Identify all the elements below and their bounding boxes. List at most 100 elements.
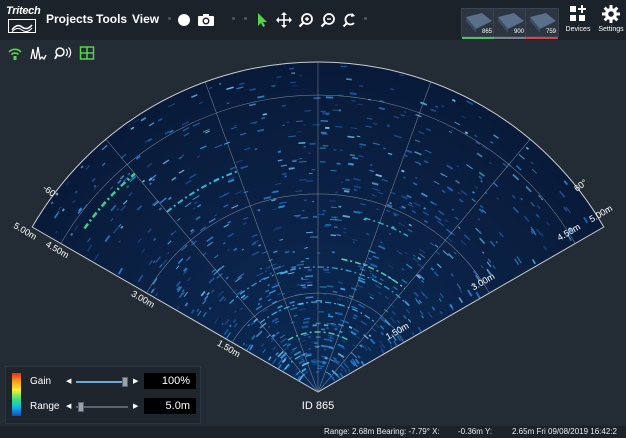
sonar-return-speckle bbox=[271, 199, 276, 202]
colour-palette-bar[interactable] bbox=[12, 373, 21, 416]
sonar-return-speckle bbox=[415, 299, 421, 305]
menu-tools[interactable]: Tools bbox=[96, 12, 128, 26]
sonar-return-speckle bbox=[422, 211, 430, 216]
grid-button[interactable] bbox=[78, 44, 96, 62]
record-button[interactable] bbox=[174, 10, 194, 30]
sonar-return-speckle bbox=[269, 263, 277, 267]
sonar-return-speckle bbox=[284, 346, 289, 350]
sonar-return-speckle bbox=[65, 180, 70, 185]
sonar-return-speckle bbox=[291, 347, 298, 351]
gain-slider-track[interactable] bbox=[76, 381, 128, 383]
sonar-return-speckle bbox=[377, 244, 386, 250]
sonar-return-speckle bbox=[401, 267, 405, 271]
sonar-return-speckle bbox=[257, 95, 265, 99]
zoom-in-button[interactable] bbox=[296, 10, 316, 30]
sonar-return-speckle bbox=[229, 166, 237, 171]
sonar-return-speckle bbox=[147, 137, 153, 142]
sonar-return-speckle bbox=[477, 218, 481, 221]
sonar-return-speckle bbox=[341, 339, 347, 343]
range-slider-handle[interactable] bbox=[78, 402, 85, 412]
sonar-return-speckle bbox=[300, 216, 309, 219]
sonar-return-speckle bbox=[126, 185, 130, 189]
sonar-return-speckle bbox=[141, 248, 145, 254]
sonar-return-speckle bbox=[440, 104, 445, 108]
logo-emblem bbox=[8, 19, 36, 33]
sonar-return-speckle bbox=[520, 197, 524, 201]
sonar-return-speckle bbox=[379, 325, 385, 330]
sonar-return-speckle bbox=[419, 310, 424, 315]
sonar-return-speckle bbox=[120, 225, 124, 229]
devices-button[interactable]: Devices bbox=[563, 4, 593, 33]
select-tool-button[interactable] bbox=[252, 10, 272, 30]
sonar-return-speckle bbox=[254, 148, 258, 151]
bearing-line bbox=[317, 81, 432, 393]
sonar-return-speckle bbox=[137, 238, 142, 243]
range-increase-arrow[interactable]: ▶ bbox=[133, 403, 139, 410]
sonar-return-speckle bbox=[148, 177, 153, 182]
sonar-return-speckle bbox=[270, 334, 277, 340]
sonar-return-speckle bbox=[251, 335, 256, 340]
sonar-return-speckle bbox=[387, 275, 395, 281]
sonar-return-speckle bbox=[157, 117, 163, 122]
sonar-return-speckle bbox=[352, 177, 359, 181]
sonar-return-speckle bbox=[233, 247, 238, 252]
gain-decrease-arrow[interactable]: ◀ bbox=[66, 378, 72, 385]
range-decrease-arrow[interactable]: ◀ bbox=[66, 403, 72, 410]
zoom-out-button[interactable] bbox=[318, 10, 338, 30]
sonar-return-speckle bbox=[186, 277, 191, 282]
sonar-return-speckle bbox=[279, 238, 284, 241]
gain-value[interactable]: 100% bbox=[144, 373, 196, 389]
sonar-return-speckle bbox=[206, 236, 214, 243]
sonar-return-speckle bbox=[287, 135, 296, 138]
settings-button[interactable]: Settings bbox=[596, 4, 626, 33]
sonar-return-speckle bbox=[540, 197, 543, 201]
sonar-return-speckle bbox=[228, 324, 232, 328]
bearing-line bbox=[204, 81, 319, 393]
menu-projects[interactable]: Projects bbox=[46, 12, 94, 26]
connection-button[interactable] bbox=[6, 44, 24, 62]
sonar-return-speckle bbox=[310, 359, 317, 362]
sonar-return-speckle bbox=[227, 178, 235, 183]
sonar-return-speckle bbox=[399, 206, 404, 210]
pan-tool-button[interactable] bbox=[274, 10, 294, 30]
signal-button[interactable] bbox=[30, 44, 48, 62]
menu-view[interactable]: View bbox=[132, 12, 160, 26]
sonar-return-speckle bbox=[357, 355, 361, 359]
gain-slider-handle[interactable] bbox=[121, 377, 128, 387]
ping-button[interactable] bbox=[54, 44, 72, 62]
sonar-return-speckle bbox=[137, 274, 144, 283]
sonar-return-speckle bbox=[340, 368, 344, 372]
range-slider-track[interactable] bbox=[76, 406, 128, 408]
sonar-return-speckle bbox=[446, 164, 454, 170]
sonar-return-speckle bbox=[213, 269, 220, 276]
ping-icon bbox=[54, 47, 72, 60]
sonar-return-speckle bbox=[466, 100, 474, 106]
sonar-return-speckle bbox=[226, 332, 231, 339]
reset-view-button[interactable] bbox=[340, 10, 360, 30]
range-value[interactable]: 5.0m bbox=[144, 398, 196, 414]
sonar-return-speckle bbox=[392, 285, 398, 291]
sonar-return-speckle bbox=[357, 179, 361, 181]
device-759-button[interactable]: 759 bbox=[525, 8, 559, 39]
sonar-return-speckle bbox=[289, 349, 296, 355]
sonar-return-speckle bbox=[208, 277, 215, 284]
status-bar: Range: 2.68m Bearing: -7.79° X: -0.36m Y… bbox=[0, 426, 626, 438]
sonar-return-speckle bbox=[389, 201, 392, 205]
sonar-return-speckle bbox=[359, 344, 363, 348]
sonar-return-speckle bbox=[391, 333, 397, 342]
sonar-return-speckle bbox=[356, 103, 364, 106]
sonar-return-speckle bbox=[183, 132, 190, 137]
sonar-return-speckle bbox=[259, 322, 267, 329]
sonar-return-speckle bbox=[217, 290, 224, 297]
sonar-return-speckle bbox=[147, 228, 152, 233]
snapshot-button[interactable] bbox=[196, 10, 216, 30]
sonar-return-speckle bbox=[376, 208, 379, 211]
sonar-return-speckle bbox=[420, 192, 428, 198]
sonar-return-speckle bbox=[301, 361, 310, 367]
sonar-return-speckle bbox=[563, 206, 568, 212]
sonar-return-speckle bbox=[403, 111, 407, 113]
sonar-return-speckle bbox=[93, 253, 99, 262]
gain-increase-arrow[interactable]: ▶ bbox=[133, 378, 139, 385]
sonar-return-speckle bbox=[429, 242, 435, 246]
